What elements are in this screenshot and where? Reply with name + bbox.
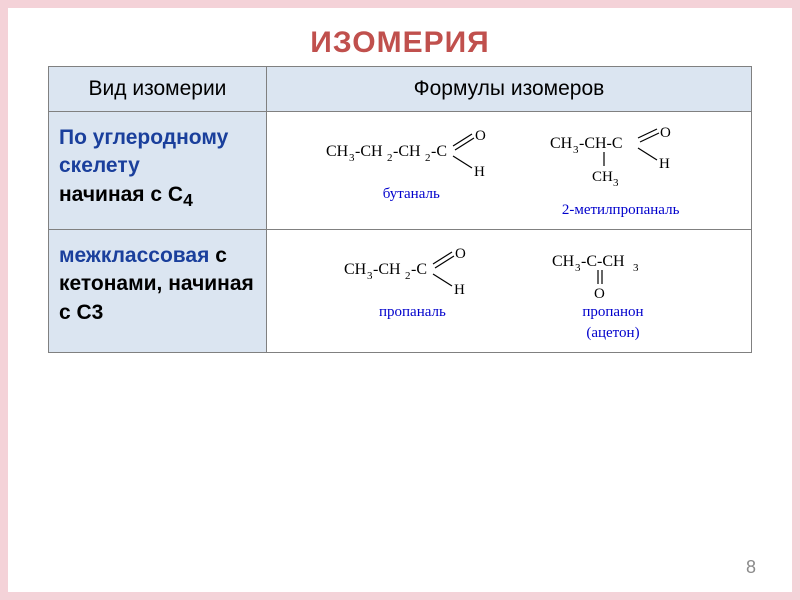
propanal-structure: CH3 -CH2 -C O H [340, 244, 485, 300]
label-text: начиная с С4 [59, 183, 193, 206]
slide-title: ИЗОМЕРИЯ [48, 26, 752, 60]
molecule-2-methylpropanal: CH3 -CH-C CH3 O H 2 [546, 126, 696, 219]
formula-row: CH3 -CH2 -CH2 -C O H [277, 126, 741, 219]
svg-text:2: 2 [425, 152, 431, 164]
molecule-propanone: CH3 -C-CH3 O пропанон (ацетон) [548, 244, 678, 342]
slide-frame: ИЗОМЕРИЯ Вид изомерии Формулы изомеров П… [8, 8, 792, 592]
table-row: По углеродному скелету начиная с С4 CH3 … [49, 112, 752, 230]
svg-text:H: H [474, 164, 485, 180]
svg-text:-C-CH: -C-CH [581, 253, 625, 270]
svg-text:CH: CH [552, 253, 575, 270]
svg-text:O: O [660, 126, 671, 141]
svg-text:-C: -C [411, 261, 427, 278]
row1-formulas: CH3 -CH2 -CH2 -C O H [266, 112, 751, 230]
page-number: 8 [746, 557, 756, 578]
methylpropanal-structure: CH3 -CH-C CH3 O H [546, 126, 696, 198]
header-formulas: Формулы изомеров [266, 67, 751, 112]
header-type: Вид изомерии [49, 67, 267, 112]
svg-text:3: 3 [633, 262, 639, 274]
molecule-name: пропанон [582, 304, 643, 321]
molecule-butanal: CH3 -CH2 -CH2 -C O H [322, 126, 500, 203]
svg-text:2: 2 [405, 270, 411, 282]
table-row: межклассовая с кетонами, начиная с С3 CH… [49, 230, 752, 353]
svg-text:O: O [594, 286, 605, 300]
formula-row: CH 3 -CH 2 -C O H пропаналь [277, 244, 741, 342]
table-header-row: Вид изомерии Формулы изомеров [49, 67, 752, 112]
molecule-name: пропаналь [379, 304, 446, 321]
svg-text:O: O [475, 128, 486, 144]
svg-text:O: O [455, 246, 466, 262]
svg-text:2: 2 [387, 152, 393, 164]
molecule-name: 2-метилпропаналь [562, 202, 680, 219]
svg-text:CH: CH [592, 169, 613, 185]
row1-label: По углеродному скелету начиная с С4 [49, 112, 267, 230]
svg-text:3: 3 [613, 177, 619, 189]
label-text: По углеродному скелету [59, 126, 228, 177]
svg-text:CH: CH [326, 143, 349, 160]
molecule-name: бутаналь [383, 186, 440, 203]
svg-text:-C: -C [431, 143, 447, 160]
molecule-propanal: CH3 -CH2 -C O H пропаналь [340, 244, 485, 321]
svg-text:H: H [454, 282, 465, 298]
svg-text:-CH: -CH [355, 143, 383, 160]
propanone-structure: CH3 -C-CH3 O [548, 244, 678, 300]
svg-text:-CH: -CH [373, 261, 401, 278]
svg-text:-CH-C: -CH-C [579, 135, 623, 152]
svg-text:CH: CH [550, 135, 573, 152]
row2-label: межклассовая с кетонами, начиная с С3 [49, 230, 267, 353]
molecule-name2: (ацетон) [586, 325, 639, 342]
isomers-table: Вид изомерии Формулы изомеров По углерод… [48, 66, 752, 353]
butanal-structure: CH3 -CH2 -CH2 -C O H [322, 126, 500, 182]
row2-formulas: CH 3 -CH 2 -C O H пропаналь [266, 230, 751, 353]
svg-text:H: H [659, 156, 670, 172]
svg-text:-CH: -CH [393, 143, 421, 160]
svg-text:CH: CH [344, 261, 367, 278]
outer-background: ИЗОМЕРИЯ Вид изомерии Формулы изомеров П… [0, 0, 800, 600]
label-text: межклассовая [59, 244, 209, 267]
